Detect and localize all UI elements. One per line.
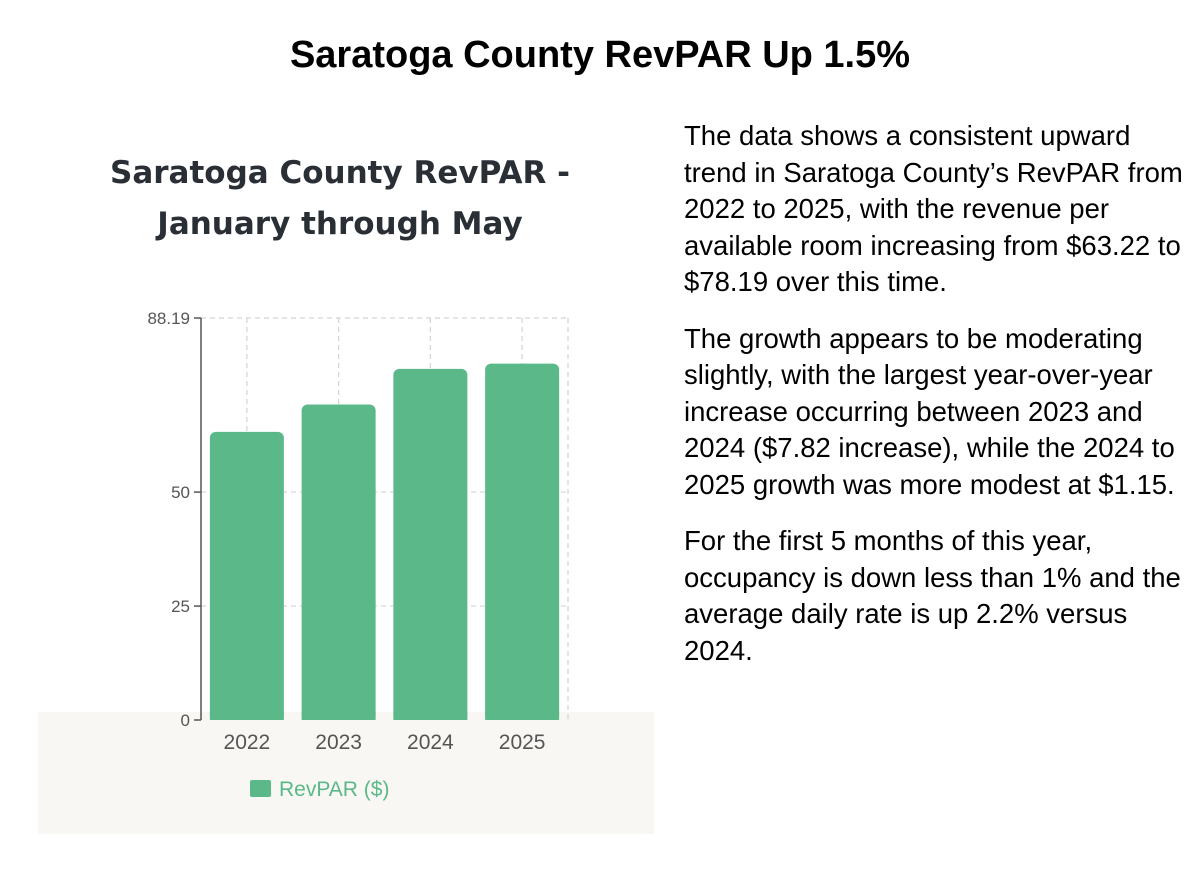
y-tick-label: 88.19	[147, 309, 190, 328]
analysis-text: The data shows a consistent upward trend…	[684, 118, 1184, 689]
y-tick-label: 25	[171, 597, 190, 616]
y-tick-label: 50	[171, 483, 190, 502]
analysis-paragraph-occupancy: For the first 5 months of this year, occ…	[684, 525, 1181, 666]
bar-base-2024	[393, 712, 468, 720]
bar-base-2025	[485, 712, 560, 720]
page-title: Saratoga County RevPAR Up 1.5%	[289, 34, 911, 76]
analysis-paragraph-trend: The data shows a consistent upward trend…	[684, 120, 1183, 297]
revpar-bar-chart: 0 25 50 88.19 2022 2023 2024 2025 RevPAR ($)	[147, 309, 569, 801]
bar-2024	[393, 368, 468, 720]
legend-label: RevPAR ($)	[279, 778, 389, 801]
analysis-paragraph-growth: The growth appears to be moderating slig…	[684, 322, 1175, 500]
x-tick-label: 2023	[315, 731, 362, 754]
bar-2022	[209, 431, 284, 720]
chart-title: Saratoga County RevPAR - January through…	[110, 155, 570, 242]
y-tick-label: 0	[181, 711, 190, 730]
bar-2023	[301, 404, 376, 720]
x-tick-label: 2025	[499, 731, 546, 754]
x-tick-label: 2024	[407, 731, 454, 754]
bar-2025	[485, 363, 560, 720]
bar-base-2023	[301, 712, 376, 720]
legend-swatch	[250, 780, 271, 797]
x-tick-label: 2022	[224, 731, 271, 754]
chart-footer-panel	[38, 712, 654, 834]
bar-base-2022	[209, 712, 284, 720]
